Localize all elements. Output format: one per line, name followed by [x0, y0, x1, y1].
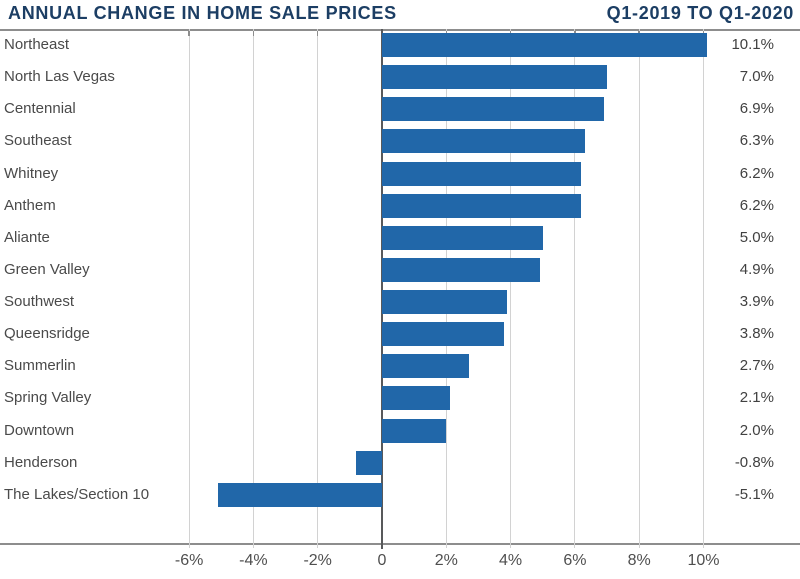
category-label: Henderson [4, 453, 78, 471]
value-label: 2.7% [739, 357, 774, 375]
bar [382, 354, 469, 379]
x-tick-label: -6% [174, 552, 204, 569]
axis-tick [316, 30, 319, 36]
bar [218, 482, 382, 507]
category-label: Centennial [4, 100, 76, 118]
chart-title: ANNUAL CHANGE IN HOME SALE PRICES [8, 3, 397, 23]
value-label: 5.0% [739, 228, 774, 246]
value-label: 3.8% [739, 325, 774, 343]
x-tick-label: -4% [239, 552, 268, 569]
category-label: Downtown [4, 421, 75, 439]
bar [382, 418, 447, 443]
bar [382, 161, 582, 186]
plot-top-border [0, 29, 800, 31]
value-label: 10.1% [731, 36, 774, 54]
x-tick-label: 8% [627, 552, 651, 569]
bar [382, 257, 540, 282]
grid-line [252, 29, 254, 548]
category-label: Spring Valley [4, 389, 92, 407]
value-label: 6.2% [739, 196, 774, 214]
x-tick-label: 10% [687, 552, 720, 569]
x-tick-label: -2% [303, 552, 332, 569]
value-label: 2.0% [739, 421, 774, 439]
axis-tick [445, 30, 448, 36]
category-label: Northeast [4, 36, 70, 54]
grid-line [317, 29, 319, 548]
category-label: Anthem [4, 196, 56, 214]
grid-line [574, 29, 576, 548]
category-label: Southeast [4, 132, 72, 150]
bar [382, 386, 450, 411]
bar [382, 33, 707, 58]
x-tick-label: 0 [377, 552, 387, 569]
x-tick-label: 2% [434, 552, 458, 569]
x-tick-label: 6% [563, 552, 587, 569]
category-label: Green Valley [4, 260, 90, 278]
grid-line [188, 29, 190, 548]
bar [382, 129, 585, 154]
category-label: Queensridge [4, 325, 90, 343]
value-label: -0.8% [734, 453, 774, 471]
category-label: Whitney [4, 164, 59, 182]
axis-tick [574, 30, 576, 36]
zero-line [381, 29, 383, 549]
value-label: 7.0% [739, 68, 774, 86]
bar [382, 97, 604, 122]
value-label: 2.1% [739, 389, 774, 407]
axis-tick [702, 30, 705, 36]
value-label: 3.9% [739, 293, 774, 311]
bar [382, 225, 543, 250]
bar [382, 322, 505, 347]
axis-tick [188, 30, 190, 36]
category-label: North Las Vegas [4, 68, 115, 86]
value-label: -5.1% [734, 485, 774, 503]
x-axis-line [0, 543, 800, 545]
chart-period-label: Q1-2019 TO Q1-2020 [606, 3, 794, 23]
value-label: 6.2% [739, 164, 774, 182]
grid-line [702, 29, 705, 548]
grid-line [445, 29, 447, 548]
value-label: 4.9% [739, 260, 774, 278]
category-label: Aliante [4, 228, 50, 246]
x-tick-label: 4% [499, 552, 523, 569]
bar [382, 65, 608, 90]
bar [382, 193, 582, 218]
grid-line [510, 29, 512, 548]
category-label: Southwest [4, 293, 75, 311]
axis-tick [638, 30, 640, 36]
grid-line [638, 29, 640, 548]
axis-tick [252, 30, 255, 36]
category-label: Summerlin [4, 357, 76, 375]
bar [382, 290, 508, 315]
category-label: The Lakes/Section 10 [4, 485, 150, 503]
axis-tick [509, 30, 512, 36]
value-label: 6.3% [739, 132, 774, 150]
value-label: 6.9% [739, 100, 774, 118]
bar [356, 450, 382, 475]
